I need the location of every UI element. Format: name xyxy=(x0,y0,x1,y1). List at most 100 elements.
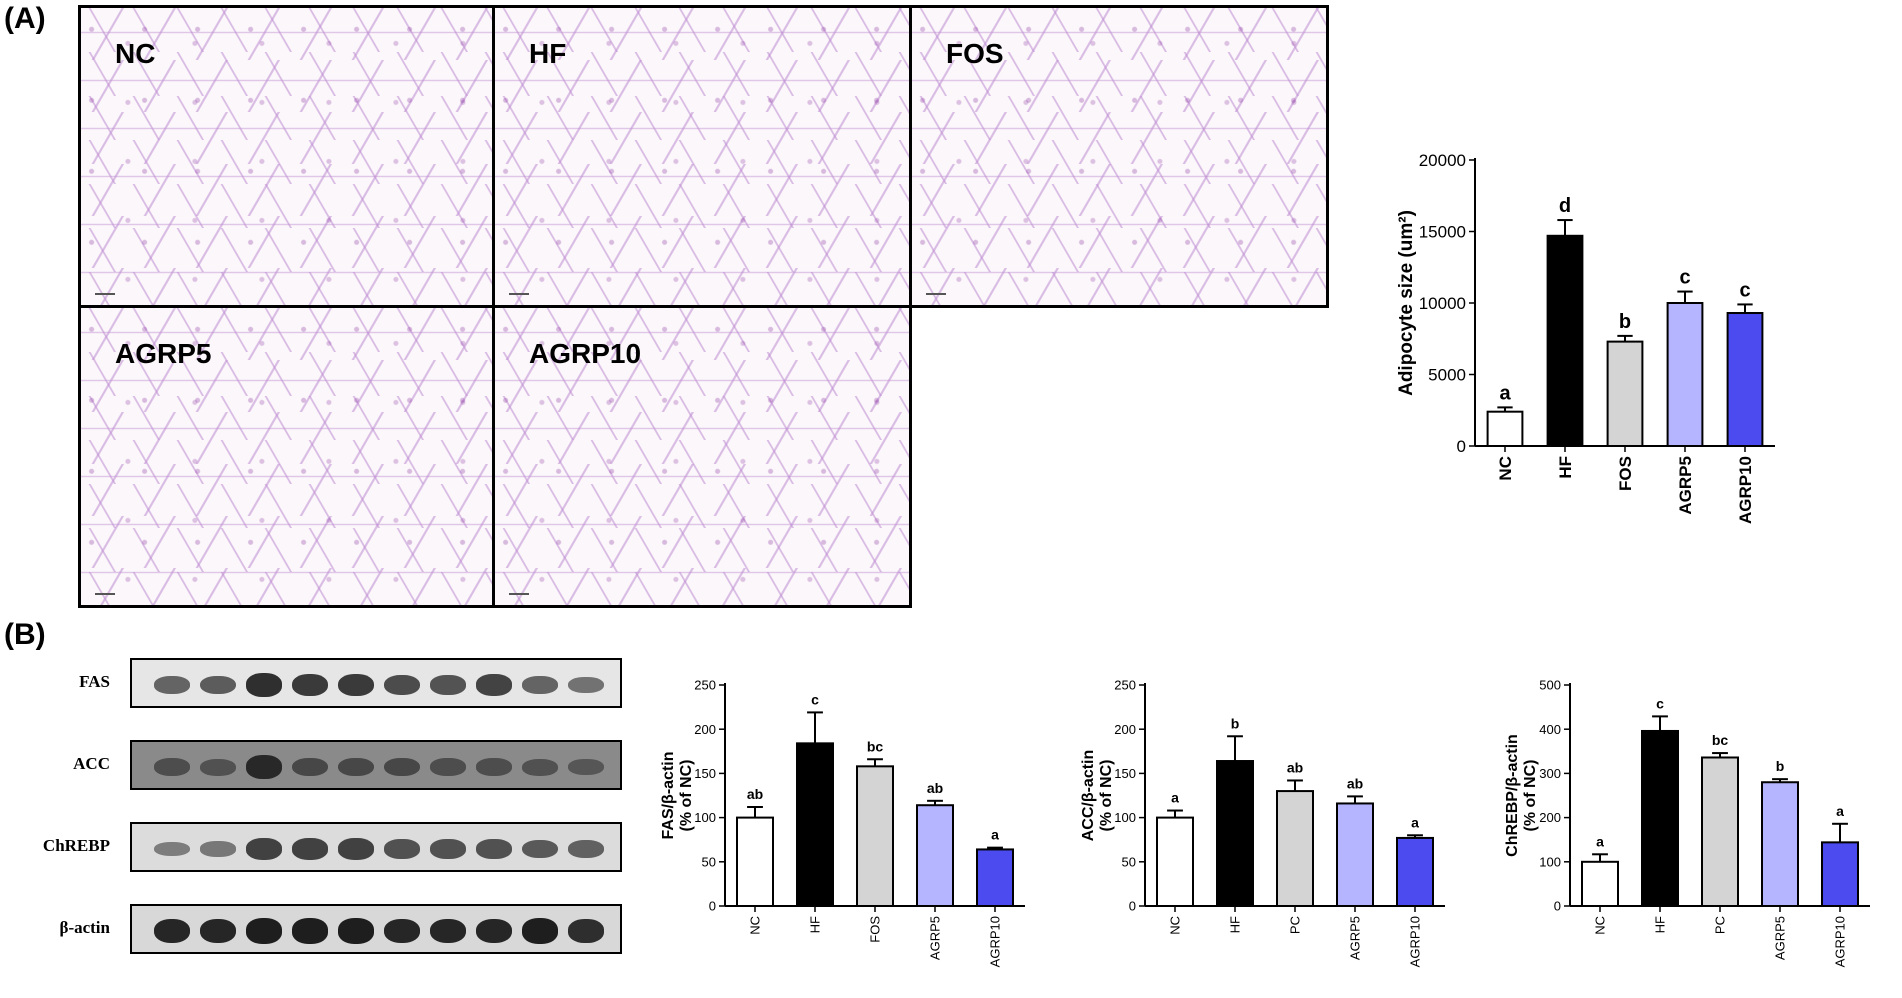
category-label: PC xyxy=(1288,916,1303,934)
category-label: HF xyxy=(1556,456,1575,479)
micrograph-label: FOS xyxy=(946,38,1004,69)
blot-band xyxy=(338,838,374,860)
blot-band xyxy=(522,758,558,776)
blot-band xyxy=(200,758,236,776)
blot-band xyxy=(200,918,236,944)
bar xyxy=(1666,302,1704,447)
category-label: AGRP10 xyxy=(1833,916,1848,967)
blot-band xyxy=(476,918,512,944)
significance-letter: ab xyxy=(747,786,763,802)
micrograph-agrp10: AGRP10 xyxy=(492,305,912,608)
y-tick-label: 200 xyxy=(1114,722,1136,737)
chart-adipocyte-size: 0 5000 10000 15000 20000 Adipocyte size (um²)… xyxy=(1396,151,1775,524)
y-axis-label: Adipocyte size (um²) xyxy=(1396,210,1417,396)
y-axis-label-unit: (% of NC) xyxy=(1098,760,1115,832)
category-label: HF xyxy=(1653,916,1668,933)
blot-band xyxy=(292,757,328,777)
category-label: AGRP5 xyxy=(1773,916,1788,960)
y-tick-label: 50 xyxy=(702,854,716,869)
y-tick-label: 100 xyxy=(1114,810,1136,825)
significance-letter: a xyxy=(991,827,999,843)
blot-band xyxy=(200,841,236,857)
blot-band xyxy=(384,839,420,859)
category-label: AGRP10 xyxy=(988,916,1003,967)
scale-bar xyxy=(509,593,529,595)
blot-row-label: ChREBP xyxy=(42,836,110,855)
bar xyxy=(856,765,894,907)
bar xyxy=(1336,802,1374,907)
bar xyxy=(1821,841,1859,908)
micrograph-nc: NC xyxy=(78,5,495,308)
blot-band xyxy=(476,758,512,776)
blot-band xyxy=(476,839,512,859)
bar xyxy=(976,848,1014,907)
significance-letter: a xyxy=(1596,833,1604,849)
blot-band xyxy=(476,674,512,696)
y-tick-label: 100 xyxy=(1539,854,1561,869)
blot-band xyxy=(154,918,190,944)
y-tick-label: 250 xyxy=(694,678,716,693)
bar xyxy=(736,816,774,908)
significance-letter: ab xyxy=(1287,759,1303,775)
significance-letter: bc xyxy=(867,738,884,754)
blot-band xyxy=(246,838,282,860)
y-tick-label: 50 xyxy=(1122,854,1136,869)
bar xyxy=(1396,836,1434,908)
micrograph-label: AGRP10 xyxy=(529,338,642,369)
significance-letter: a xyxy=(1411,814,1419,830)
bar xyxy=(1701,756,1739,907)
y-tick-label: 0 xyxy=(1129,899,1136,914)
y-tick-label: 300 xyxy=(1539,766,1561,781)
blot-band xyxy=(568,676,604,694)
y-tick-label: 15000 xyxy=(1419,222,1466,241)
blot-band xyxy=(338,673,374,697)
y-tick-label: 200 xyxy=(1539,810,1561,825)
micrograph-label: HF xyxy=(529,38,567,69)
blot-band xyxy=(338,918,374,944)
scale-bar xyxy=(509,293,529,295)
y-tick-label: 0 xyxy=(1457,437,1466,456)
micrograph-label: AGRP5 xyxy=(115,338,212,369)
blot-band xyxy=(246,918,282,944)
bar xyxy=(1486,410,1524,447)
blot-band xyxy=(384,674,420,696)
category-label: NC xyxy=(1496,456,1515,481)
blot-band xyxy=(246,755,282,779)
y-tick-label: 150 xyxy=(1114,766,1136,781)
category-label: PC xyxy=(1713,916,1728,934)
significance-letter: c xyxy=(1739,279,1750,301)
blot-band xyxy=(338,757,374,777)
category-label: NC xyxy=(748,916,763,935)
blot-band xyxy=(384,757,420,777)
y-tick-label: 400 xyxy=(1539,722,1561,737)
blot-band xyxy=(154,841,190,857)
category-label: AGRP5 xyxy=(1676,456,1695,515)
micrograph-label: NC xyxy=(115,38,156,69)
scale-bar xyxy=(95,293,115,295)
significance-letter: a xyxy=(1499,382,1511,404)
significance-letter: ab xyxy=(1347,775,1363,791)
blot-strip xyxy=(130,904,622,954)
blot-band xyxy=(154,676,190,694)
significance-letter: a xyxy=(1836,803,1844,819)
blot-band xyxy=(200,675,236,695)
significance-letter: c xyxy=(1656,695,1664,711)
y-axis-label: ACC/β-actin xyxy=(1080,750,1097,842)
blot-band xyxy=(384,918,420,944)
category-label: HF xyxy=(1228,916,1243,933)
category-label: AGRP5 xyxy=(928,916,943,960)
blot-band xyxy=(568,758,604,776)
bar xyxy=(1276,790,1314,907)
blot-band xyxy=(568,840,604,858)
micrograph-agrp5: AGRP5 xyxy=(78,305,495,608)
significance-letter: a xyxy=(1171,790,1179,806)
y-tick-label: 20000 xyxy=(1419,151,1466,170)
significance-letter: c xyxy=(1679,267,1690,289)
bar xyxy=(1546,234,1584,448)
y-tick-label: 250 xyxy=(1114,678,1136,693)
bar xyxy=(796,742,834,908)
blot-band xyxy=(430,675,466,695)
bar xyxy=(1606,340,1644,447)
bar xyxy=(1216,760,1254,907)
blot-row-label: FAS xyxy=(79,672,110,691)
